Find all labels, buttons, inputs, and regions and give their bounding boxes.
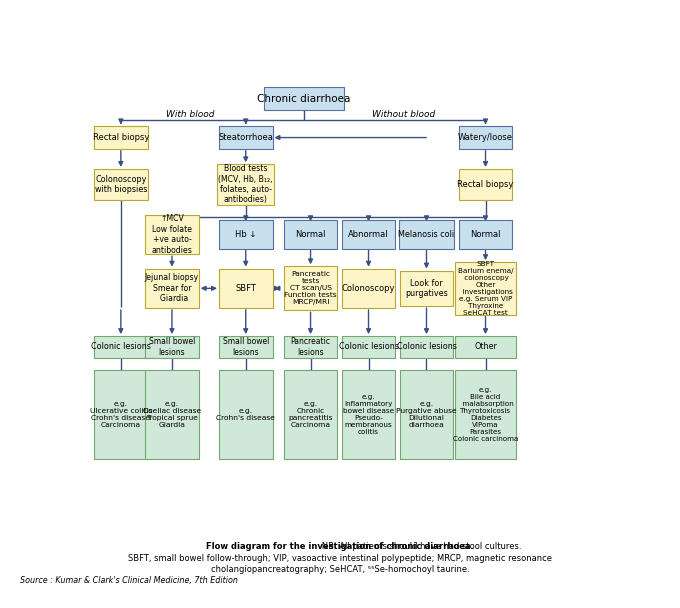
FancyBboxPatch shape xyxy=(219,336,273,358)
Text: SBFT: SBFT xyxy=(235,284,256,293)
FancyBboxPatch shape xyxy=(400,271,454,306)
Text: Without blood: Without blood xyxy=(372,109,435,119)
Text: Jejunal biopsy
Smear for
  Giardia: Jejunal biopsy Smear for Giardia xyxy=(145,274,199,303)
Text: ↑MCV
Low folate
+ve auto-
antibodies: ↑MCV Low folate +ve auto- antibodies xyxy=(152,215,192,255)
FancyBboxPatch shape xyxy=(400,370,454,459)
FancyBboxPatch shape xyxy=(456,262,515,314)
Text: Source : Kumar & Clark's Clinical Medicine, 7th Edition: Source : Kumar & Clark's Clinical Medici… xyxy=(20,576,239,585)
FancyBboxPatch shape xyxy=(456,336,515,358)
FancyBboxPatch shape xyxy=(94,169,148,200)
FancyBboxPatch shape xyxy=(94,126,148,149)
FancyBboxPatch shape xyxy=(219,370,273,459)
Text: Blood tests
(MCV, Hb, B₁₂,
folates, auto-
antibodies): Blood tests (MCV, Hb, B₁₂, folates, auto… xyxy=(218,164,273,204)
Text: Hb ↓: Hb ↓ xyxy=(235,230,256,239)
Text: NB: All patients should have had stool cultures.: NB: All patients should have had stool c… xyxy=(158,542,522,551)
Text: Watery/loose: Watery/loose xyxy=(458,133,513,142)
Text: Small bowel
lesions: Small bowel lesions xyxy=(222,337,269,356)
FancyBboxPatch shape xyxy=(219,126,273,149)
Text: e.g.
Chronic
pancreatitis
Carcinoma: e.g. Chronic pancreatitis Carcinoma xyxy=(288,401,333,428)
FancyBboxPatch shape xyxy=(94,336,148,358)
FancyBboxPatch shape xyxy=(145,215,199,254)
Text: e.g.
Coeliac disease
Tropical sprue
Giardia: e.g. Coeliac disease Tropical sprue Giar… xyxy=(143,401,201,428)
FancyBboxPatch shape xyxy=(400,336,454,358)
Text: Rectal biopsy: Rectal biopsy xyxy=(92,133,149,142)
Text: Steatorrhoea: Steatorrhoea xyxy=(218,133,273,142)
Text: With blood: With blood xyxy=(166,109,215,119)
FancyBboxPatch shape xyxy=(341,221,395,249)
Text: Colonic lesions: Colonic lesions xyxy=(339,342,398,351)
Text: Look for
purgatives: Look for purgatives xyxy=(405,278,448,298)
Text: Other: Other xyxy=(474,342,497,351)
FancyBboxPatch shape xyxy=(94,370,148,459)
FancyBboxPatch shape xyxy=(458,221,513,249)
Text: Colonoscopy: Colonoscopy xyxy=(342,284,395,293)
FancyBboxPatch shape xyxy=(458,126,513,149)
FancyBboxPatch shape xyxy=(341,336,395,358)
Text: Chronic diarrhoea: Chronic diarrhoea xyxy=(257,94,350,104)
Text: Melanosis coli: Melanosis coli xyxy=(398,230,454,239)
Text: Abnormal: Abnormal xyxy=(348,230,389,239)
FancyBboxPatch shape xyxy=(217,164,275,204)
Text: Colonoscopy
with biopsies: Colonoscopy with biopsies xyxy=(95,174,147,194)
Text: Colonic lesions: Colonic lesions xyxy=(91,342,151,351)
FancyBboxPatch shape xyxy=(284,221,337,249)
FancyBboxPatch shape xyxy=(145,269,199,308)
Text: e.g.
Inflammatory
bowel disease
Pseudo-
membranous
colitis: e.g. Inflammatory bowel disease Pseudo- … xyxy=(343,394,394,435)
Text: Rectal biopsy: Rectal biopsy xyxy=(458,180,513,189)
Text: Pancreatic
tests
CT scan/US
Function tests
MRCP/MRI: Pancreatic tests CT scan/US Function tes… xyxy=(284,271,337,305)
Text: Pancreatic
lesions: Pancreatic lesions xyxy=(290,337,330,356)
FancyBboxPatch shape xyxy=(219,269,273,308)
FancyBboxPatch shape xyxy=(284,336,337,358)
FancyBboxPatch shape xyxy=(456,370,515,459)
Text: Normal: Normal xyxy=(471,230,500,239)
Text: e.g.
Purgative abuse
Dilutional
diarrhoea: e.g. Purgative abuse Dilutional diarrhoe… xyxy=(396,401,457,428)
FancyBboxPatch shape xyxy=(145,336,199,358)
FancyBboxPatch shape xyxy=(145,370,199,459)
FancyBboxPatch shape xyxy=(219,221,273,249)
FancyBboxPatch shape xyxy=(341,370,395,459)
Text: e.g.
Crohn's disease: e.g. Crohn's disease xyxy=(216,408,275,421)
FancyBboxPatch shape xyxy=(284,266,337,310)
Text: cholangiopancreatography; SeHCAT, ⁵⁵Se-homochoyl taurine.: cholangiopancreatography; SeHCAT, ⁵⁵Se-h… xyxy=(211,565,469,575)
Text: e.g.
Bile acid
  malabsorption
Thyrotoxicosis
Diabetes
VIPoma
Parasites
Colonic : e.g. Bile acid malabsorption Thyrotoxico… xyxy=(453,387,518,442)
Text: SBFT
Barium enema/
 colonoscopy
Other
  investigations
e.g. Serum VIP
Thyroxine
: SBFT Barium enema/ colonoscopy Other inv… xyxy=(458,261,513,316)
Text: Normal: Normal xyxy=(295,230,326,239)
FancyBboxPatch shape xyxy=(458,169,513,200)
Text: Colonic lesions: Colonic lesions xyxy=(396,342,456,351)
Text: e.g.
Ulcerative colitis
Crohn's disease
Carcinoma: e.g. Ulcerative colitis Crohn's disease … xyxy=(90,401,152,428)
FancyBboxPatch shape xyxy=(284,370,337,459)
Text: SBFT, small bowel follow-through; VIP, vasoactive intestinal polypeptide; MRCP, : SBFT, small bowel follow-through; VIP, v… xyxy=(128,554,552,564)
FancyBboxPatch shape xyxy=(341,269,395,308)
Text: Flow diagram for the investigation of chronic diarrhoea.: Flow diagram for the investigation of ch… xyxy=(206,542,474,551)
Text: Small bowel
lesions: Small bowel lesions xyxy=(149,337,195,356)
FancyBboxPatch shape xyxy=(399,221,454,249)
FancyBboxPatch shape xyxy=(264,88,344,110)
